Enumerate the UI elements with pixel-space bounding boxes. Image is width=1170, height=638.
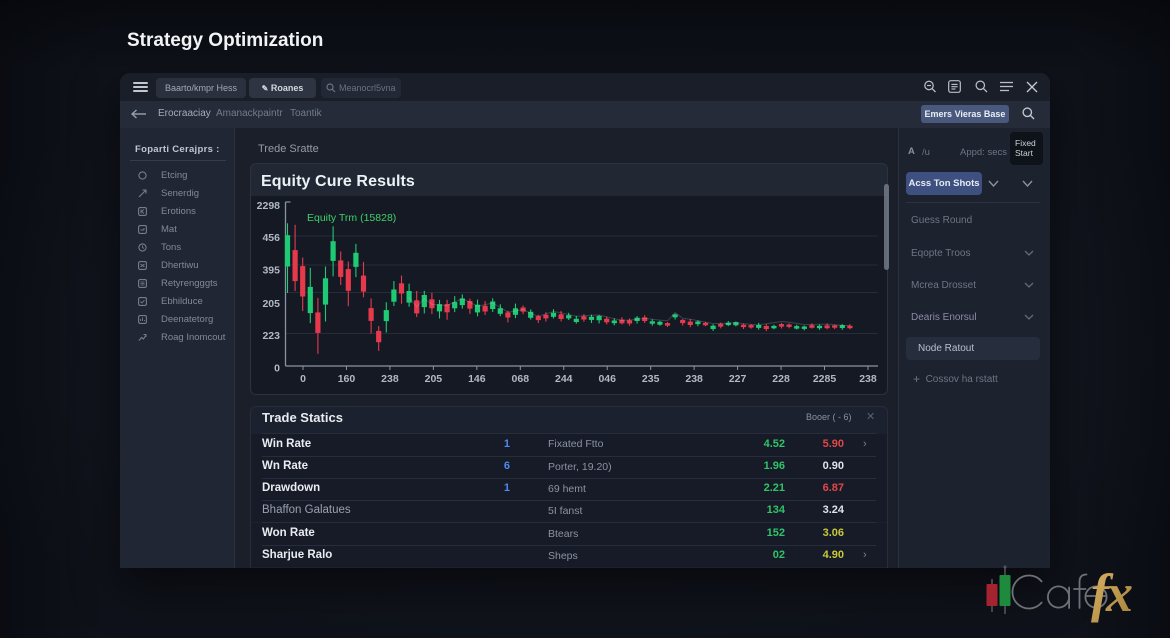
svg-text:238: 238	[859, 373, 877, 385]
svg-text:0: 0	[274, 363, 280, 375]
svg-text:395: 395	[262, 264, 280, 276]
svg-text:160: 160	[338, 373, 356, 385]
svg-text:238: 238	[685, 373, 703, 385]
svg-text:205: 205	[425, 373, 443, 385]
svg-text:205: 205	[262, 298, 280, 310]
svg-text:244: 244	[555, 373, 573, 385]
svg-text:fx: fx	[1091, 563, 1132, 623]
svg-text:046: 046	[598, 373, 616, 385]
svg-text:068: 068	[512, 373, 530, 385]
svg-text:0: 0	[300, 373, 306, 385]
svg-text:235: 235	[642, 373, 660, 385]
svg-text:Equity Trm (15828): Equity Trm (15828)	[307, 212, 396, 224]
svg-text:456: 456	[262, 232, 280, 244]
svg-text:228: 228	[772, 373, 790, 385]
svg-text:2285: 2285	[813, 373, 837, 385]
svg-text:2298: 2298	[257, 200, 281, 212]
svg-text:227: 227	[729, 373, 747, 385]
svg-text:146: 146	[468, 373, 486, 385]
svg-text:238: 238	[381, 373, 399, 385]
svg-text:223: 223	[262, 330, 280, 342]
